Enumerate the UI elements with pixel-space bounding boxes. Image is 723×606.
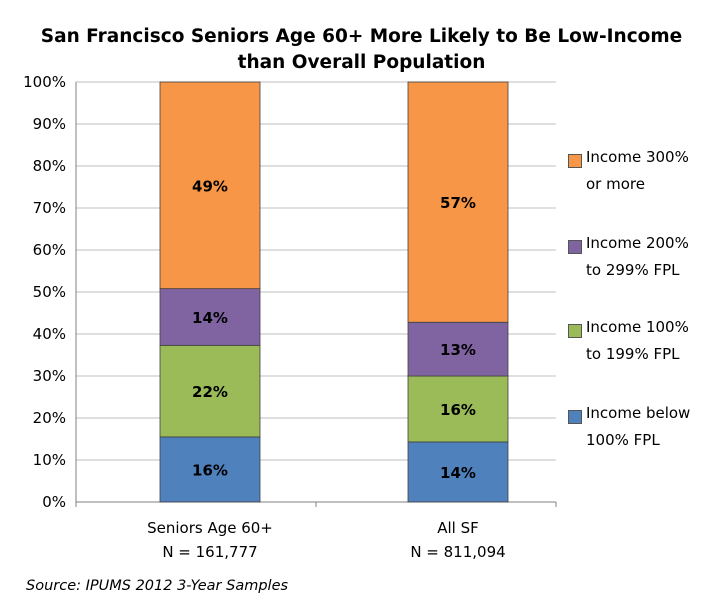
y-tick-label: 50%: [33, 283, 66, 301]
y-tick-label: 30%: [33, 367, 66, 385]
legend-label-income-100-199-line1: Income 100%: [586, 318, 689, 336]
data-label: 14%: [192, 309, 228, 327]
bar-segment: [159, 436, 261, 503]
y-tick-label: 20%: [33, 409, 66, 427]
data-label: 16%: [192, 461, 228, 479]
legend-swatch-income-200-299: [568, 240, 582, 254]
legend-label-income-below-100-line1: Income below: [586, 404, 691, 422]
legend-label-income-200-299-line2: to 299% FPL: [586, 261, 680, 279]
legend-label-income-200-299-line1: Income 200%: [586, 234, 689, 252]
source-note: Source: IPUMS 2012 3-Year Samples: [26, 578, 289, 594]
legend-label-income-below-100-line2: 100% FPL: [586, 431, 660, 449]
chart-title-line2: than Overall Population: [237, 52, 486, 73]
y-tick-label: 60%: [33, 241, 66, 259]
category-sublabel-all-sf: N = 811,094: [410, 543, 506, 561]
bar-segment: [159, 344, 261, 438]
legend-swatch-income-below-100: [568, 410, 582, 424]
data-label: 16%: [440, 401, 476, 419]
legend-swatch-income-300-plus: [568, 154, 582, 168]
legend-label-income-300-plus-line2: or more: [586, 175, 645, 193]
category-sublabel-seniors: N = 161,777: [162, 543, 258, 561]
data-label: 22%: [192, 383, 228, 401]
legend-swatch-income-100-199: [568, 324, 582, 338]
bar-segment: [407, 441, 509, 503]
y-tick-label: 100%: [23, 73, 66, 91]
bar-segment: [407, 81, 509, 323]
legend-label-income-300-plus-line1: Income 300%: [586, 148, 689, 166]
data-label: 13%: [440, 341, 476, 359]
chart-title-line1: San Francisco Seniors Age 60+ More Likel…: [40, 26, 683, 47]
category-label-all-sf: All SF: [437, 519, 479, 537]
category-label-seniors: Seniors Age 60+: [147, 519, 273, 537]
bar-segment: [407, 375, 509, 443]
data-label: 57%: [440, 194, 476, 212]
bar-segment: [159, 81, 261, 290]
y-tick-label: 80%: [33, 157, 66, 175]
y-tick-label: 90%: [33, 115, 66, 133]
y-tick-label: 0%: [42, 493, 66, 511]
legend-label-income-100-199-line2: to 199% FPL: [586, 345, 680, 363]
bar-segment: [159, 288, 261, 346]
bar-segment: [407, 321, 509, 377]
y-tick-label: 10%: [33, 451, 66, 469]
data-label: 49%: [192, 177, 228, 195]
data-label: 14%: [440, 464, 476, 482]
y-tick-label: 70%: [33, 199, 66, 217]
y-tick-label: 40%: [33, 325, 66, 343]
